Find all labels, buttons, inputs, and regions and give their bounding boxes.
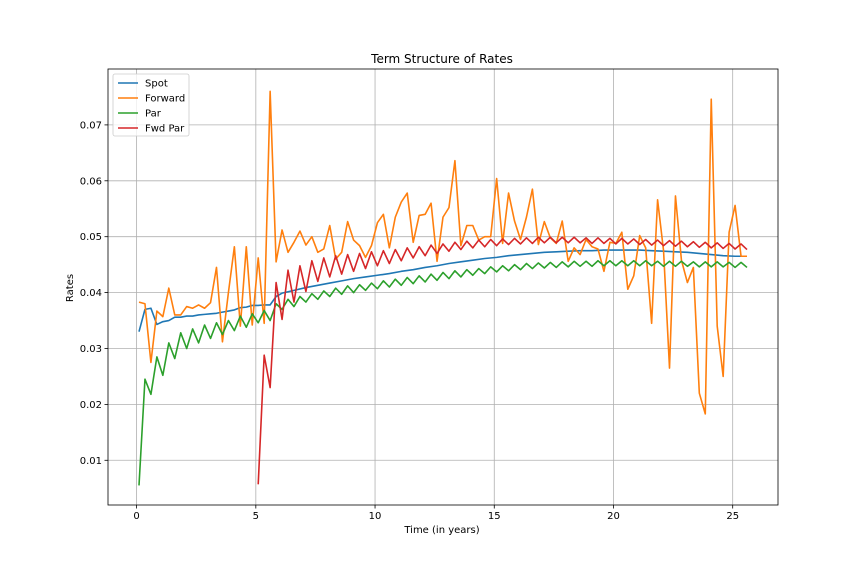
legend-label-par: Par [145, 109, 162, 120]
x-tick-label: 10 [369, 511, 382, 522]
series-lines [138, 90, 748, 486]
plot-area-frame [107, 68, 779, 506]
chart-title: Term Structure of Rates [370, 52, 513, 66]
series-line-forward [138, 90, 747, 415]
y-tick-label: 0.01 [80, 456, 102, 467]
legend-label-forward: Forward [145, 94, 185, 105]
y-axis-title: Rates [65, 274, 76, 302]
legend-label-fwd-par: Fwd Par [145, 124, 185, 135]
series-line-fwd-par [257, 236, 748, 485]
x-tick-label: 20 [607, 511, 620, 522]
legend: Spot Forward Par Fwd Par [112, 73, 190, 137]
x-axis-title: Time (in years) [403, 525, 479, 536]
y-tick-label: 0.06 [80, 176, 102, 187]
x-tick-label: 5 [253, 511, 259, 522]
series-line-par [138, 259, 748, 486]
y-tick-label: 0.03 [80, 344, 102, 355]
x-tick-label: 25 [726, 511, 739, 522]
y-tick-label: 0.05 [80, 232, 102, 243]
series-line-spot [138, 249, 747, 332]
legend-box [112, 73, 190, 137]
y-tick-label: 0.04 [80, 288, 102, 299]
legend-label-spot: Spot [145, 79, 168, 90]
axis-ticks: 0 5 10 15 20 25 0.01 0.02 0.03 0.04 0.05 0.06 0.07 [80, 120, 739, 522]
x-tick-label: 0 [133, 511, 139, 522]
y-tick-label: 0.02 [80, 400, 102, 411]
x-tick-label: 15 [488, 511, 501, 522]
y-tick-label: 0.07 [80, 120, 102, 131]
